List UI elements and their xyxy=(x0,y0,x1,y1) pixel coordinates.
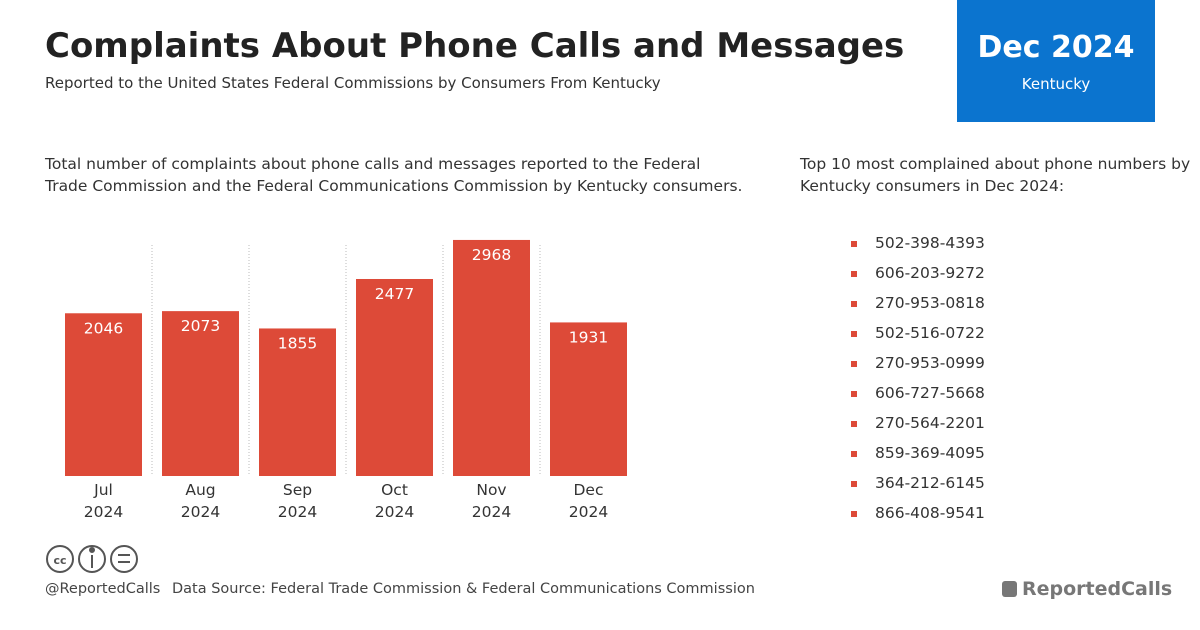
value-label: 2046 xyxy=(84,319,123,337)
bar xyxy=(65,313,142,476)
value-label: 1931 xyxy=(569,328,608,346)
x-tick-label: Sep 2024 xyxy=(277,481,318,521)
value-label: 2968 xyxy=(472,246,511,264)
bar xyxy=(356,278,433,476)
subtitle: Reported to the United States Federal Co… xyxy=(45,74,661,92)
bullet xyxy=(851,331,857,337)
bullet xyxy=(851,241,857,247)
bullet xyxy=(851,451,857,457)
x-tick-label: Jul 2024 xyxy=(83,481,124,521)
brand-icon xyxy=(1002,581,1017,597)
x-tick-label: Nov 2024 xyxy=(471,481,512,521)
list-heading: Top 10 most complained about phone numbe… xyxy=(800,155,1191,195)
badge-state: Kentucky xyxy=(1021,75,1091,93)
bullet xyxy=(851,361,857,367)
title: Complaints About Phone Calls and Message… xyxy=(45,26,905,66)
value-label: 2477 xyxy=(375,285,414,303)
phone-number: 606-203-9272 xyxy=(875,264,985,282)
phone-number: 364-212-6145 xyxy=(875,474,985,492)
bullet xyxy=(851,511,857,517)
bar xyxy=(550,322,627,476)
phone-number: 270-953-0818 xyxy=(875,294,985,312)
bar xyxy=(259,328,336,476)
bullet xyxy=(851,481,857,487)
x-tick-label: Dec 2024 xyxy=(568,481,609,521)
bullet xyxy=(851,421,857,427)
phone-number: 502-516-0722 xyxy=(875,324,985,342)
phone-number: 502-398-4393 xyxy=(875,234,985,252)
phone-number: 606-727-5668 xyxy=(875,384,985,402)
bullet xyxy=(851,301,857,307)
x-tick-label: Aug 2024 xyxy=(180,481,221,521)
brand: ReportedCalls xyxy=(1022,578,1173,600)
phone-number: 270-564-2201 xyxy=(875,414,985,432)
license-icons xyxy=(46,545,138,573)
value-label: 1855 xyxy=(278,334,317,352)
x-tick-label: Oct 2024 xyxy=(374,481,415,521)
phone-number: 859-369-4095 xyxy=(875,444,985,462)
badge: Dec 2024 Kentucky xyxy=(957,0,1155,122)
footer-source: Data Source: Federal Trade Commission & … xyxy=(172,581,755,597)
bullet xyxy=(851,271,857,277)
bar xyxy=(453,239,530,476)
chart-description: Total number of complaints about phone c… xyxy=(45,155,743,195)
phone-number: 866-408-9541 xyxy=(875,504,985,522)
badge-period: Dec 2024 xyxy=(977,30,1135,65)
phone-number: 270-953-0999 xyxy=(875,354,985,372)
cc-icon: cc xyxy=(53,554,66,567)
bullet xyxy=(851,391,857,397)
bar xyxy=(162,311,239,476)
value-label: 2073 xyxy=(181,317,220,335)
footer-handle: @ReportedCalls xyxy=(45,581,161,597)
